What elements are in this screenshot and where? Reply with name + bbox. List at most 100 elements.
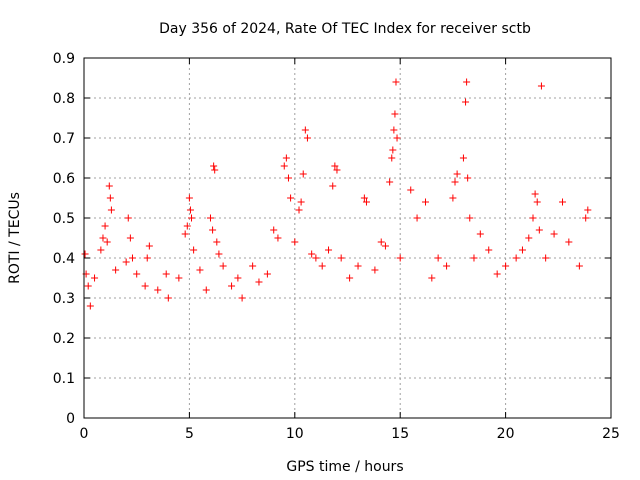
data-point <box>210 162 218 170</box>
data-point <box>518 246 526 254</box>
data-point <box>502 262 510 270</box>
data-point <box>388 154 396 162</box>
data-point <box>303 134 311 142</box>
data-point <box>393 134 401 142</box>
data-point <box>270 226 278 234</box>
data-point <box>449 194 457 202</box>
y-tick-label: 0 <box>66 411 75 427</box>
chart-title: Day 356 of 2024, Rate Of TEC Index for r… <box>159 21 531 37</box>
data-point <box>584 206 592 214</box>
data-point <box>185 194 193 202</box>
data-point <box>196 266 204 274</box>
data-point <box>542 254 550 262</box>
data-point <box>128 254 136 262</box>
y-tick-label: 0.3 <box>53 291 75 307</box>
data-point <box>284 174 292 182</box>
data-point <box>183 222 191 230</box>
data-point <box>318 262 326 270</box>
data-point <box>453 170 461 178</box>
x-tick-label: 25 <box>602 426 620 442</box>
x-tick-label: 10 <box>286 426 304 442</box>
data-point <box>162 270 170 278</box>
data-point <box>451 178 459 186</box>
plot-frame <box>83 57 612 419</box>
data-point <box>466 214 474 222</box>
data-point <box>428 274 436 282</box>
data-point <box>529 214 537 222</box>
data-point <box>186 206 194 214</box>
data-point <box>325 246 333 254</box>
y-tick-label: 0.6 <box>53 171 75 187</box>
data-point <box>141 282 149 290</box>
data-point <box>164 294 172 302</box>
data-point <box>106 194 114 202</box>
data-point <box>531 190 539 198</box>
data-point <box>99 234 107 242</box>
data-point <box>565 238 573 246</box>
data-point <box>86 302 94 310</box>
x-tick-label: 5 <box>185 426 194 442</box>
data-point <box>301 126 309 134</box>
data-point <box>470 254 478 262</box>
data-point <box>331 162 339 170</box>
data-point <box>390 126 398 134</box>
data-point <box>381 242 389 250</box>
data-point <box>533 198 541 206</box>
data-point <box>575 262 583 270</box>
data-point <box>81 250 89 258</box>
data-point <box>175 274 183 282</box>
data-point <box>219 262 227 270</box>
data-point <box>209 226 217 234</box>
data-point <box>462 98 470 106</box>
data-point <box>464 174 472 182</box>
data-point <box>463 78 471 86</box>
data-point <box>133 270 141 278</box>
data-point <box>105 182 113 190</box>
data-point <box>190 246 198 254</box>
data-point <box>337 254 345 262</box>
data-point <box>145 242 153 250</box>
data-point <box>143 254 151 262</box>
data-point <box>476 230 484 238</box>
data-point <box>421 198 429 206</box>
data-point <box>249 262 257 270</box>
data-point <box>238 294 246 302</box>
data-point <box>434 254 442 262</box>
data-point <box>360 194 368 202</box>
data-point <box>396 254 404 262</box>
data-point <box>354 262 362 270</box>
data-point <box>181 230 189 238</box>
data-point <box>287 194 295 202</box>
data-point <box>413 214 421 222</box>
data-point <box>493 270 501 278</box>
data-point <box>333 166 341 174</box>
data-point <box>280 162 288 170</box>
data-point <box>274 234 282 242</box>
data-point <box>537 82 545 90</box>
data-point <box>308 250 316 258</box>
data-point <box>234 274 242 282</box>
x-tick-label: 0 <box>80 426 89 442</box>
y-axis-label: ROTI / TECUs <box>7 192 23 284</box>
data-point <box>97 246 105 254</box>
data-points <box>81 78 592 310</box>
y-tick-label: 0.5 <box>53 211 75 227</box>
data-point <box>213 238 221 246</box>
data-point <box>407 186 415 194</box>
x-axis-label: GPS time / hours <box>286 459 403 475</box>
data-point <box>282 154 290 162</box>
data-point <box>459 154 467 162</box>
data-point <box>263 270 271 278</box>
data-point <box>255 278 263 286</box>
data-point <box>371 266 379 274</box>
x-tick-label: 20 <box>497 426 515 442</box>
data-point <box>389 146 397 154</box>
data-point <box>312 254 320 262</box>
axis-ticks: 0 5 10 15 20 25 0 0.1 0.2 0.3 0.4 0.5 0.6 0.7 0.8 0.9 <box>53 51 620 442</box>
y-tick-label: 0.4 <box>53 251 75 267</box>
x-tick-label: 15 <box>391 426 409 442</box>
data-point <box>215 250 223 258</box>
data-point <box>525 234 533 242</box>
data-point <box>295 206 303 214</box>
